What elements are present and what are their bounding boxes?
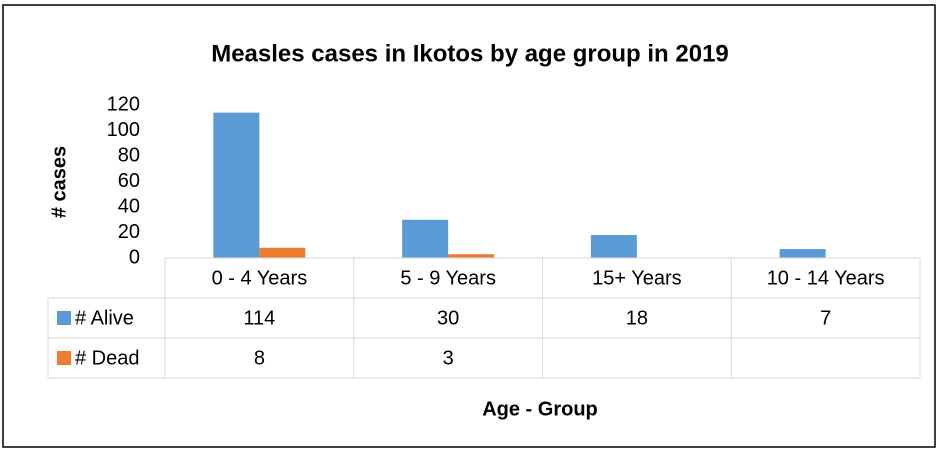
x-tick-label: 5 - 9 Years — [400, 267, 496, 289]
x-tick-label: 15+ Years — [592, 267, 682, 289]
y-tick-label: 100 — [107, 119, 140, 141]
legend-label: # Dead — [75, 347, 140, 369]
x-tick-label: 0 - 4 Years — [212, 267, 308, 289]
bar — [213, 112, 260, 259]
bar — [779, 249, 826, 258]
x-axis-title: Age - Group — [482, 398, 598, 420]
y-tick-label: 0 — [129, 246, 140, 268]
legend-label: # Alive — [75, 307, 134, 329]
legend-key — [57, 351, 71, 365]
y-tick-label: 120 — [107, 93, 140, 115]
table-value: 30 — [437, 307, 459, 329]
y-axis-title: # cases — [48, 146, 70, 218]
bar — [448, 254, 495, 258]
bar — [402, 219, 449, 258]
chart-border — [2, 4, 936, 448]
bar — [259, 247, 306, 258]
bar — [590, 235, 637, 258]
table-value: 18 — [626, 307, 648, 329]
y-tick-label: 60 — [118, 170, 140, 192]
x-tick-label: 10 - 14 Years — [767, 267, 885, 289]
y-tick-label: 80 — [118, 144, 140, 166]
table-value: 8 — [254, 347, 265, 369]
table-value: 114 — [243, 307, 275, 329]
legend-key — [57, 311, 71, 325]
table-value: 3 — [443, 347, 454, 369]
y-tick-label: 20 — [118, 221, 140, 243]
chart-title: Measles cases in Ikotos by age group in … — [211, 40, 729, 67]
y-tick-label: 40 — [118, 195, 140, 217]
table-value: 7 — [820, 307, 831, 329]
